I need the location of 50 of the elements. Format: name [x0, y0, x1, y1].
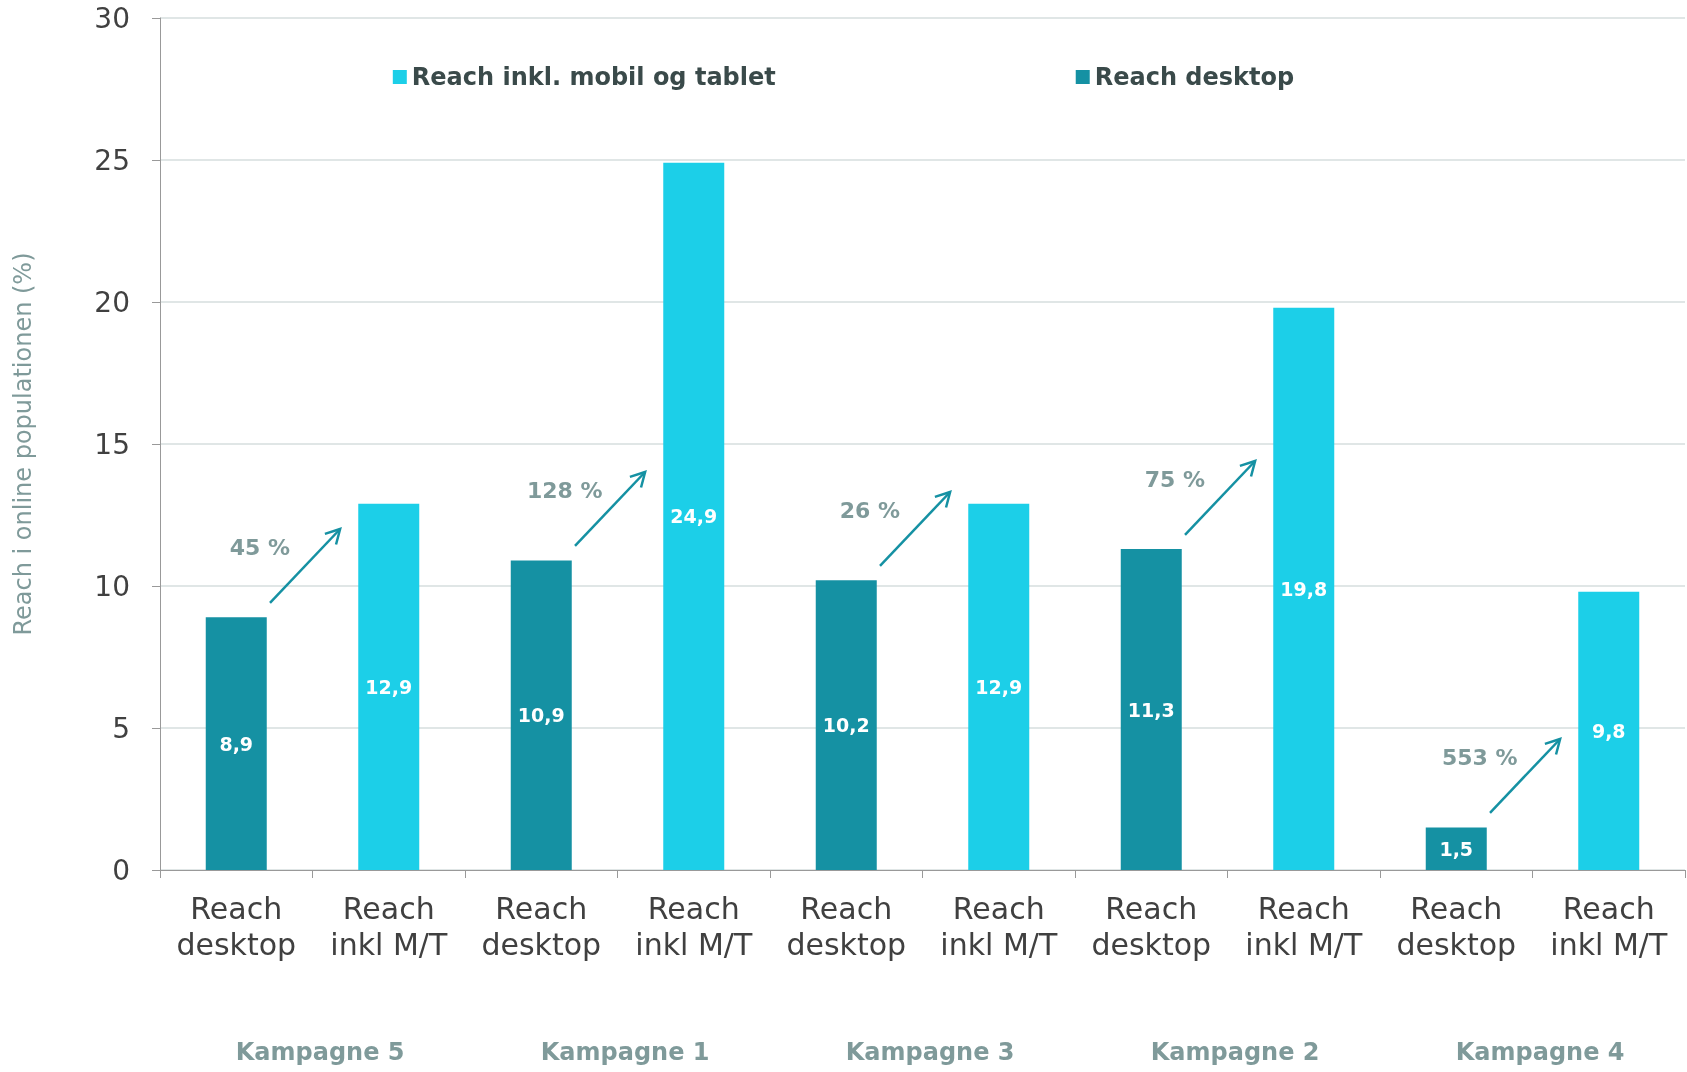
y-tick-label: 25	[94, 143, 130, 177]
data-label: 10,9	[517, 704, 565, 727]
x-tick-label: Reach desktop	[176, 890, 297, 962]
x-tick-label: Reach inkl M/T	[940, 890, 1058, 962]
legend-label: Reach desktop	[1094, 63, 1295, 91]
annotation: 45 %	[229, 535, 290, 561]
bar	[1578, 591, 1640, 870]
text: Kampagne 4	[1454, 1038, 1626, 1066]
x-tick-label: Reach desktop	[1091, 890, 1212, 962]
x-tick-label: Reach desktop	[481, 890, 602, 962]
data-label: 12,9	[975, 675, 1023, 698]
bar	[815, 580, 877, 870]
annotation: 128 %	[526, 478, 603, 504]
x-tick-label: Reach desktop	[786, 890, 907, 962]
x-tick-label: Reach inkl M/T	[1550, 890, 1668, 962]
y-tick-label: 30	[94, 1, 130, 35]
text: Kampagne 2	[1149, 1038, 1321, 1066]
data-label: 1,5	[1439, 837, 1474, 860]
data-label: 10,2	[822, 714, 870, 737]
x-tick-label: Reach inkl M/T	[330, 890, 448, 962]
data-label: 9,8	[1591, 719, 1626, 742]
bar	[663, 162, 725, 870]
annotation: 553 %	[1441, 745, 1518, 771]
y-tick-label: 10	[94, 569, 130, 603]
bar	[968, 503, 1030, 870]
x-tick-label: Reach inkl M/T	[1245, 890, 1363, 962]
data-label: 8,9	[219, 732, 254, 755]
data-label: 11,3	[1127, 698, 1175, 721]
text: Kampagne 3	[844, 1038, 1016, 1066]
text: Kampagne 1	[539, 1038, 711, 1066]
data-label: 19,8	[1280, 577, 1328, 600]
bar	[205, 617, 267, 870]
bar	[510, 560, 572, 870]
y-tick-label: 15	[94, 427, 130, 461]
bar	[1425, 827, 1487, 870]
annotation: 75 %	[1144, 466, 1205, 492]
y-tick-label: 0	[112, 853, 130, 887]
y-axis-title: Reach i online populationen (%)	[9, 252, 37, 636]
annotation: 26 %	[839, 498, 900, 524]
bar	[1273, 307, 1335, 870]
x-tick-label: Reach desktop	[1396, 890, 1517, 962]
y-tick-label: 5	[112, 711, 130, 745]
x-tick-label: Reach inkl M/T	[635, 890, 753, 962]
y-tick-label: 20	[94, 285, 130, 319]
bar	[1120, 549, 1182, 870]
data-label: 12,9	[365, 675, 413, 698]
bar	[358, 503, 420, 870]
data-label: 24,9	[670, 505, 718, 528]
text: Kampagne 5	[234, 1038, 406, 1066]
legend-label: Reach inkl. mobil og tablet	[411, 63, 776, 91]
